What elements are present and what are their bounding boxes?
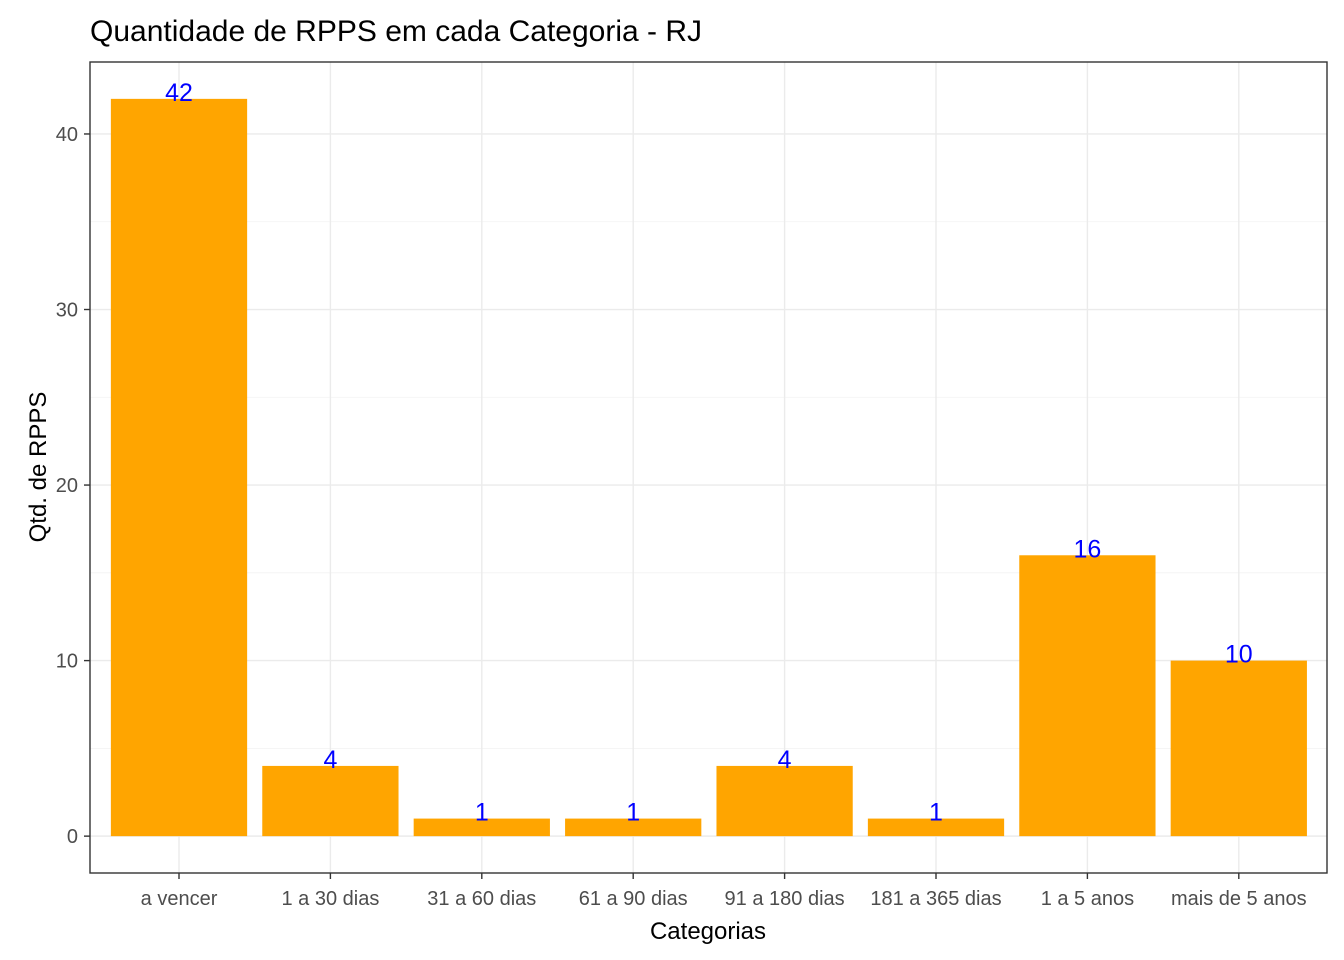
bar-1 bbox=[262, 765, 399, 837]
data-label-1: 4 bbox=[323, 746, 337, 774]
y-axis: 0 10 20 30 40 bbox=[56, 124, 90, 848]
bar-4 bbox=[716, 765, 853, 837]
bar-5 bbox=[867, 818, 1005, 837]
data-label-0: 42 bbox=[165, 79, 193, 107]
x-tick-label-6: 1 a 5 anos bbox=[1041, 888, 1134, 910]
bar-6 bbox=[1019, 555, 1156, 837]
x-tick-label-2: 31 a 60 dias bbox=[427, 888, 536, 910]
x-tick-label-3: 61 a 90 dias bbox=[579, 888, 688, 910]
y-tick-label-4: 40 bbox=[56, 124, 78, 146]
bar-3 bbox=[565, 818, 702, 837]
bar-0 bbox=[110, 98, 248, 837]
data-label-6: 16 bbox=[1073, 535, 1101, 563]
y-tick-label-2: 20 bbox=[56, 475, 78, 497]
grid-layer bbox=[90, 62, 1327, 873]
bars-layer bbox=[110, 98, 1307, 837]
data-label-5: 1 bbox=[929, 799, 943, 827]
chart-title: Quantidade de RPPS em cada Categoria - R… bbox=[90, 15, 702, 48]
x-axis: a vencer 1 a 30 dias 31 a 60 dias 61 a 90 d… bbox=[141, 873, 1307, 910]
data-label-4: 4 bbox=[778, 746, 792, 774]
x-tick-label-1: 1 a 30 dias bbox=[281, 888, 379, 910]
x-tick-label-4: 91 a 180 dias bbox=[725, 888, 845, 910]
y-axis-title: Qtd. de RPPS bbox=[25, 392, 52, 543]
x-tick-label-5: 181 a 365 dias bbox=[870, 888, 1001, 910]
x-axis-title: Categorias bbox=[650, 918, 766, 945]
bar-7 bbox=[1170, 660, 1307, 837]
x-tick-label-7: mais de 5 anos bbox=[1171, 888, 1307, 910]
data-label-3: 1 bbox=[626, 799, 640, 827]
plot-panel-border bbox=[89, 61, 1328, 874]
bar-2 bbox=[413, 818, 550, 837]
y-tick-label-0: 0 bbox=[67, 826, 78, 848]
y-tick-label-3: 30 bbox=[56, 300, 78, 322]
data-label-2: 1 bbox=[475, 799, 489, 827]
x-tick-label-0: a vencer bbox=[141, 888, 218, 910]
data-labels-layer: 42 4 1 1 4 1 16 10 bbox=[165, 79, 1253, 827]
data-label-7: 10 bbox=[1225, 641, 1253, 669]
y-tick-label-1: 10 bbox=[56, 651, 78, 673]
